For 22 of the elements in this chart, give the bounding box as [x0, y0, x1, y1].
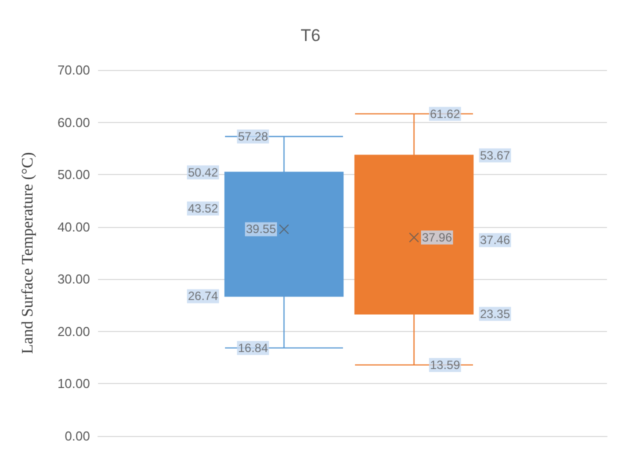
- annotation: 13.59: [430, 358, 460, 372]
- annotation: 37.46: [480, 233, 510, 248]
- annotation: 37.96: [422, 230, 452, 245]
- y-tick-label: 50.00: [57, 167, 90, 182]
- y-tick-label: 60.00: [57, 114, 90, 130]
- annotation: 53.67: [480, 148, 510, 162]
- y-tick-label: 20.00: [57, 324, 90, 339]
- annotation: 57.28: [238, 130, 268, 144]
- annotation: 61.62: [430, 106, 460, 121]
- annotation: 39.55: [246, 222, 276, 236]
- y-axis-title: Land Surface Temperature (°C): [20, 152, 36, 354]
- y-tick-label: 70.00: [57, 62, 90, 78]
- annotation: 43.52: [188, 201, 218, 216]
- y-tick-label: 30.00: [57, 272, 90, 287]
- y-tick-label: 40.00: [57, 219, 90, 234]
- annotation: 16.84: [238, 340, 268, 355]
- annotation: 26.74: [188, 289, 218, 304]
- annotation: 50.42: [188, 165, 218, 180]
- y-tick-label: 0.00: [64, 428, 90, 444]
- y-tick-label: 10.00: [57, 376, 90, 392]
- chart-title: T6: [300, 26, 320, 45]
- annotation: 23.35: [480, 306, 510, 321]
